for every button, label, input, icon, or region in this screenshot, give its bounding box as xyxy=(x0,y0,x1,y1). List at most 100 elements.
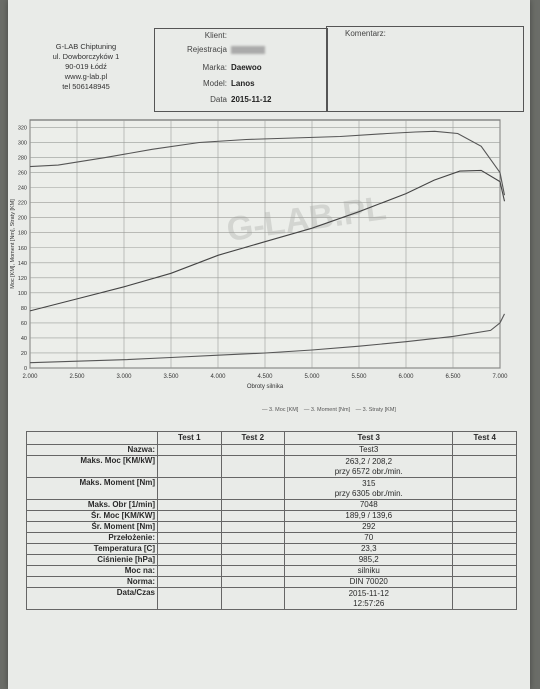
results-row-label: Maks. Moc [KM/kW] xyxy=(26,455,158,478)
y-tick-label: 80 xyxy=(21,306,27,312)
results-empty-cell xyxy=(157,554,222,566)
results-empty-cell xyxy=(220,521,285,533)
y-tick-label: 220 xyxy=(18,201,27,207)
results-row-label: Nazwa: xyxy=(26,444,158,456)
results-row: Maks. Moc [KM/kW] 263,2 / 208,2 przy 6572 … xyxy=(26,455,517,478)
company-block: G-LAB Chiptuning ul. Dowborczyków 1 90-0… xyxy=(26,42,146,92)
company-phone: tel 506148945 xyxy=(62,82,110,91)
results-row: Data/Czas 2015-11-12 12:57:26 xyxy=(26,587,517,610)
model-value: Lanos xyxy=(231,79,255,88)
results-row-label: Przełożenie: xyxy=(26,532,158,544)
results-empty-cell xyxy=(157,499,222,511)
results-empty-cell xyxy=(157,455,222,478)
results-empty-cell xyxy=(157,587,222,610)
results-empty-cell xyxy=(157,532,222,544)
results-row-value: 7048 xyxy=(283,499,454,511)
data-row: Data 2015-11-12 xyxy=(155,95,327,109)
results-row: Śr. Moc [KM/KW] 189,9 / 139,6 xyxy=(26,510,517,522)
legend-moc: — 3. Moc [KM] xyxy=(262,407,299,413)
results-row-value: Test3 xyxy=(283,444,454,456)
results-empty-cell xyxy=(157,565,222,577)
results-empty-cell xyxy=(220,444,285,456)
company-name: G-LAB Chiptuning xyxy=(55,42,117,51)
results-table: Test 1 Test 2 Test 3 Test 4 Nazwa: Test3 M… xyxy=(26,431,517,610)
marka-label: Marka: xyxy=(202,63,227,72)
model-label: Model: xyxy=(202,79,227,88)
company-www: www.g-lab.pl xyxy=(64,72,108,81)
results-row: Przełożenie: 70 xyxy=(26,532,517,544)
header-test3: Test 3 xyxy=(283,431,454,445)
results-empty-cell xyxy=(452,565,517,577)
results-empty-cell xyxy=(452,532,517,544)
results-row-label: Moc na: xyxy=(26,565,158,577)
series-moc-line xyxy=(29,169,506,312)
results-empty-cell xyxy=(157,444,222,456)
results-empty-cell xyxy=(452,576,517,588)
results-row-label: Ciśnienie [hPa] xyxy=(26,554,158,566)
results-empty-cell xyxy=(157,521,222,533)
results-row-value: 315 przy 6305 obr./min. xyxy=(283,477,454,500)
x-tick-label: 5.000 xyxy=(304,374,320,380)
results-empty-cell xyxy=(157,510,222,522)
x-tick-label: 2.500 xyxy=(69,374,85,380)
results-row-label: Norma: xyxy=(26,576,158,588)
y-tick-label: 240 xyxy=(18,186,27,192)
results-empty-cell xyxy=(452,543,517,555)
x-tick-label: 6.500 xyxy=(445,374,461,380)
results-empty-cell xyxy=(220,587,285,610)
header-test2: Test 2 xyxy=(220,431,285,445)
results-empty-cell xyxy=(220,576,285,588)
results-row-label: Data/Czas xyxy=(26,587,158,610)
results-row-value: 292 xyxy=(283,521,454,533)
y-tick-label: 320 xyxy=(18,126,27,132)
y-tick-label: 40 xyxy=(21,336,27,342)
y-tick-label: 20 xyxy=(21,351,27,357)
comment-box: Komentarz: xyxy=(326,26,524,112)
results-empty-cell xyxy=(452,499,517,511)
results-empty-cell xyxy=(220,543,285,555)
rejestracja-redacted xyxy=(231,45,265,54)
y-tick-label: 100 xyxy=(18,291,27,297)
results-empty-cell xyxy=(452,477,517,500)
company-street: ul. Dowborczyków 1 xyxy=(52,52,120,61)
results-empty-cell xyxy=(220,477,285,500)
results-row-label: Śr. Moc [KM/KW] xyxy=(26,510,158,522)
rejestracja-label: Rejestracja xyxy=(186,45,227,54)
klient-label: Klient: xyxy=(204,31,227,40)
results-empty-cell xyxy=(220,510,285,522)
results-header-row: Test 1 Test 2 Test 3 Test 4 xyxy=(26,431,517,445)
chart-legend: — 3. Moc [KM] — 3. Moment [Nm] — 3. Stra… xyxy=(262,407,400,413)
x-tick-label: 2.000 xyxy=(22,374,38,380)
results-row: Temperatura [C] 23,3 xyxy=(26,543,517,555)
series-straty-line xyxy=(29,313,505,364)
results-row-value: 189,9 / 139,6 xyxy=(283,510,454,522)
y-tick-label: 280 xyxy=(18,156,27,162)
y-tick-label: 0 xyxy=(24,366,27,372)
company-city: 90-019 Łódź xyxy=(65,62,107,71)
results-empty-cell xyxy=(452,444,517,456)
results-row-label: Maks. Obr [1/min] xyxy=(26,499,158,511)
results-row-value: DIN 70020 xyxy=(283,576,454,588)
results-row: Norma: DIN 70020 xyxy=(26,576,517,588)
x-tick-label: 3.000 xyxy=(116,374,132,380)
results-row-label: Śr. Moment [Nm] xyxy=(26,521,158,533)
results-row-label: Temperatura [C] xyxy=(26,543,158,555)
dyno-chart: G-LAB.PL2.000 2.500 3.000 3.500 4.000 4.500 5.… xyxy=(10,119,508,390)
y-tick-label: 200 xyxy=(18,216,27,222)
results-empty-cell xyxy=(220,565,285,577)
results-corner xyxy=(26,431,158,445)
results-empty-cell xyxy=(220,499,285,511)
dyno-report-sheet: G-LAB Chiptuning ul. Dowborczyków 1 90-0… xyxy=(8,0,530,689)
results-row: Moc na: silniku xyxy=(26,565,517,577)
data-value: 2015-11-12 xyxy=(231,95,272,104)
x-tick-label: 3.500 xyxy=(163,374,179,380)
results-row: Nazwa: Test3 xyxy=(26,444,517,456)
results-row: Maks. Moment [Nm] 315 przy 6305 obr./min. xyxy=(26,477,517,500)
results-empty-cell xyxy=(157,576,222,588)
results-row-value: 2015-11-12 12:57:26 xyxy=(283,587,454,610)
results-empty-cell xyxy=(220,532,285,544)
y-axis-label: Moc [KM], Moment [Nm], Straty [KM] xyxy=(10,199,16,289)
results-row-value: 985,2 xyxy=(283,554,454,566)
x-tick-label: 5.500 xyxy=(351,374,367,380)
x-tick-label: 4.500 xyxy=(257,374,273,380)
